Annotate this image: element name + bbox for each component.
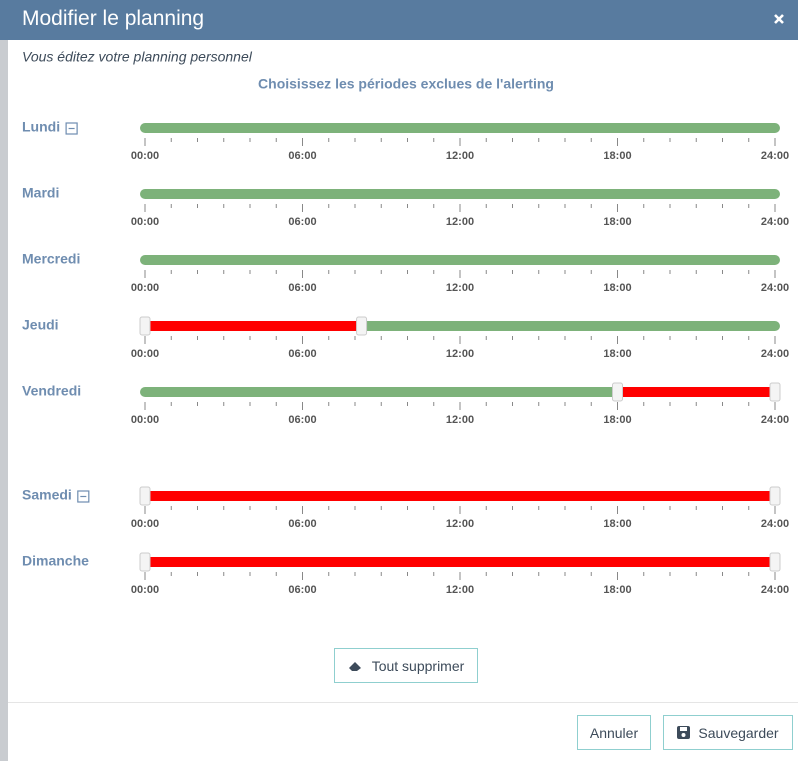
tick-label: 06:00 [288, 584, 316, 596]
day-label: Jeudi [22, 317, 59, 333]
clear-button[interactable]: Tout supprimer [334, 648, 478, 683]
tick-label: 12:00 [446, 282, 474, 294]
tick-label: 12:00 [446, 414, 474, 426]
tick-label: 24:00 [761, 150, 789, 162]
tick-label: 18:00 [603, 518, 631, 530]
tick-label: 12:00 [446, 216, 474, 228]
day-label: Dimanche [22, 553, 89, 569]
day-label: Mercredi [22, 251, 80, 267]
tick-label: 18:00 [603, 282, 631, 294]
section-title: Choisissez les périodes exclues de l'ale… [258, 76, 554, 92]
tick-label: 12:00 [446, 150, 474, 162]
tick-label: 24:00 [761, 414, 789, 426]
tick-label: 00:00 [131, 282, 159, 294]
tick-label: 18:00 [603, 414, 631, 426]
tick-label: 00:00 [131, 216, 159, 228]
excluded-period [617, 387, 775, 397]
day-label: Mardi [22, 185, 59, 201]
close-button[interactable] [773, 13, 785, 25]
tick-label: 18:00 [603, 584, 631, 596]
tick-label: 24:00 [761, 584, 789, 596]
save-label: Sauvegarder [698, 724, 779, 741]
tick-label: 06:00 [288, 216, 316, 228]
tick-label: 12:00 [446, 348, 474, 360]
range-handle[interactable] [769, 382, 781, 402]
tick-label: 18:00 [603, 216, 631, 228]
tick-label: 06:00 [288, 518, 316, 530]
collapse-icon [65, 122, 78, 135]
separator [8, 702, 798, 703]
range-handle[interactable] [356, 316, 368, 336]
eraser-icon [348, 661, 361, 671]
tick-label: 00:00 [131, 348, 159, 360]
tick-label: 00:00 [131, 584, 159, 596]
tick-label: 18:00 [603, 348, 631, 360]
tick-label: 24:00 [761, 216, 789, 228]
planning: Vous éditez votre planning personnel Cho… [22, 49, 789, 596]
clear-label: Tout supprimer [371, 657, 465, 674]
day-label: Vendredi [22, 383, 81, 399]
collapse-icon [77, 490, 90, 503]
excluded-period [145, 491, 775, 501]
tick-label: 00:00 [131, 150, 159, 162]
range-handle[interactable] [769, 552, 781, 572]
tick-label: 06:00 [288, 348, 316, 360]
tick-label: 06:00 [288, 150, 316, 162]
tick-label: 00:00 [131, 518, 159, 530]
save-button[interactable]: Sauvegarder [663, 715, 793, 750]
range-handle[interactable] [139, 316, 151, 336]
tick-label: 24:00 [761, 518, 789, 530]
range-handle[interactable] [139, 552, 151, 572]
tick-label: 06:00 [288, 282, 316, 294]
day-label: Lundi [22, 119, 60, 135]
range-handle[interactable] [769, 486, 781, 506]
tick-label: 06:00 [288, 414, 316, 426]
dialog-title: Modifier le planning [22, 7, 205, 30]
track [140, 255, 780, 265]
track [140, 123, 780, 133]
dialog-header: Modifier le planning [0, 0, 798, 40]
tick-label: 12:00 [446, 518, 474, 530]
tick-label: 00:00 [131, 414, 159, 426]
range-handle[interactable] [612, 382, 623, 402]
cancel-button[interactable]: Annuler [577, 715, 651, 750]
day-label: Samedi [22, 487, 72, 503]
subtitle: Vous éditez votre planning personnel [22, 49, 253, 65]
excluded-period [145, 321, 362, 331]
tick-label: 18:00 [603, 150, 631, 162]
tick-label: 24:00 [761, 348, 789, 360]
tick-label: 24:00 [761, 282, 789, 294]
excluded-period [145, 557, 775, 567]
tick-label: 12:00 [446, 584, 474, 596]
track [140, 189, 780, 199]
save-icon [677, 726, 691, 739]
range-handle[interactable] [139, 486, 151, 506]
cancel-label: Annuler [589, 724, 639, 741]
